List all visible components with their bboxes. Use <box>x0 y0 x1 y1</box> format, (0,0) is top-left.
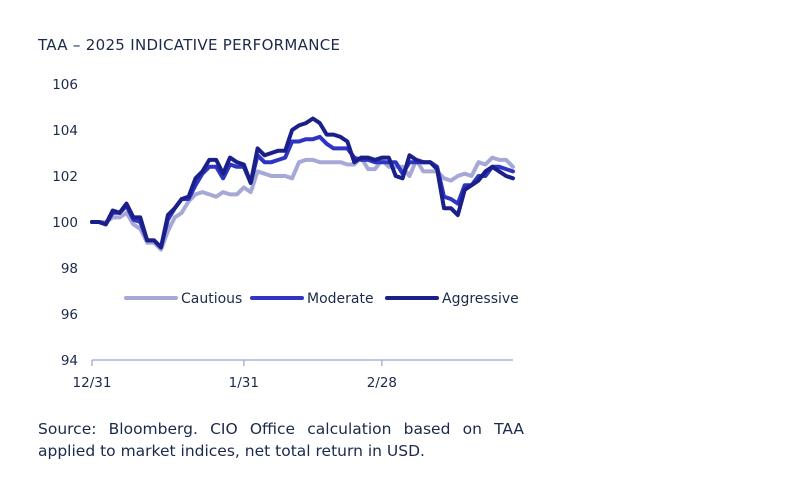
legend: Cautious Moderate Aggressive <box>124 291 519 307</box>
y-tick-label: 104 <box>52 123 78 139</box>
y-tick-label: 100 <box>52 215 78 231</box>
source-note: Source: Bloomberg. CIO Office calculatio… <box>38 420 524 460</box>
y-tick-label: 102 <box>52 169 78 185</box>
y-tick-label: 98 <box>61 261 78 277</box>
x-axis: 12/31 1/31 2/28 <box>73 359 513 391</box>
series-group <box>90 116 515 252</box>
y-tick-label: 94 <box>61 353 78 369</box>
y-tick-label: 96 <box>61 307 78 323</box>
x-tick-label: 1/31 <box>229 375 259 391</box>
legend-label-moderate: Moderate <box>307 291 374 307</box>
series-line-aggressive <box>90 116 515 250</box>
y-tick-label: 106 <box>52 77 78 93</box>
legend-label-aggressive: Aggressive <box>442 291 519 307</box>
series-line-moderate <box>90 134 515 250</box>
chart-title: TAA – 2025 INDICATIVE PERFORMANCE <box>38 36 341 54</box>
legend-label-cautious: Cautious <box>181 291 242 307</box>
x-tick-label: 12/31 <box>73 375 112 391</box>
y-axis: 94 96 98 100 102 104 106 <box>52 77 78 369</box>
series-line-cautious <box>90 155 515 252</box>
x-tick-label: 2/28 <box>367 375 397 391</box>
